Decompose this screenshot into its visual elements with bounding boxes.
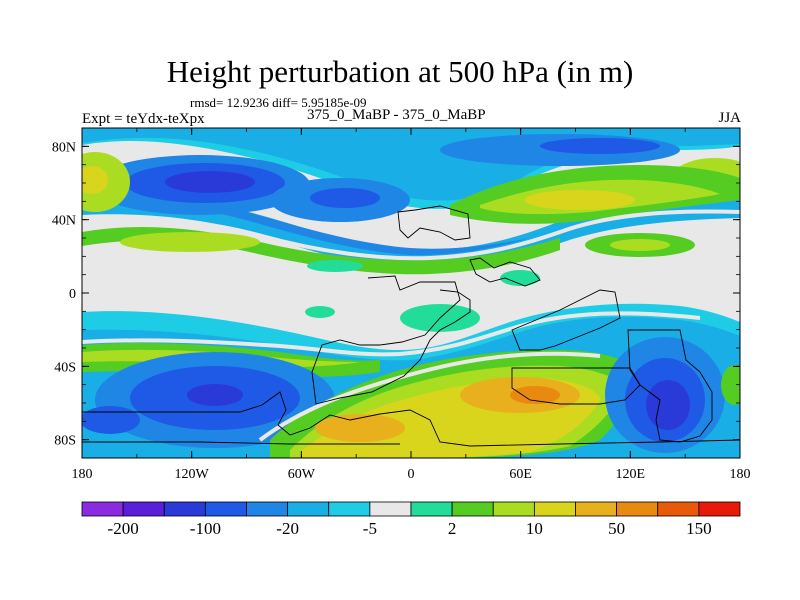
colorbar-swatch: [122, 501, 165, 517]
y-tick-label: 40S: [54, 360, 76, 375]
coastlines: [82, 205, 740, 447]
colorbar-swatch: [492, 501, 535, 517]
experiment-label: Expt = teYdx-teXpx: [82, 111, 205, 127]
tropic-patch-2: [500, 270, 540, 286]
y-tick-label: 80S: [54, 434, 76, 449]
coastline-southern-edge: [82, 441, 400, 445]
tropic-patch-3: [305, 306, 335, 318]
colorbar-swatch: [616, 501, 659, 517]
x-axis: 180 120W 60W 0 60E 120E 180: [72, 128, 751, 482]
colorbar-swatch: [698, 501, 741, 517]
colorbar-swatch: [246, 501, 289, 517]
x-tick-label: 0: [408, 467, 415, 482]
south-pacific-low-core: [187, 384, 243, 406]
y-tick-label: 0: [69, 287, 76, 302]
x-tick-label: 120E: [616, 467, 646, 482]
midlat-high-pacific: [120, 232, 260, 252]
colorbar: [81, 501, 741, 517]
x-tick-label: 180: [730, 467, 751, 482]
australia-low-core: [646, 380, 690, 430]
colorbar-swatch: [204, 501, 247, 517]
colorbar-label: 50: [608, 519, 625, 538]
tropic-patch-1: [307, 260, 363, 272]
coastline-northern-landmass: [397, 205, 471, 241]
colorbar-label: 150: [686, 519, 712, 538]
coastline-southern-landmass: [82, 391, 740, 447]
south-east-green: [721, 365, 740, 405]
colorbar-labels: -200 -100 -20 -5 2 10 50 150: [108, 519, 712, 538]
north-pacific-low-core: [165, 171, 255, 193]
y-axis: 80N 40N 0 40S 80S: [52, 127, 740, 459]
south-pacific-low-extra: [82, 406, 140, 434]
eurasia-high-core: [525, 190, 635, 210]
colorbar-swatch: [328, 501, 371, 517]
x-tick-label: 120W: [175, 467, 210, 482]
arctic-high-west-core: [82, 166, 108, 194]
y-tick-label: 80N: [52, 140, 76, 155]
midlat-high-east-core: [610, 239, 670, 251]
sh-neutral-streak: [82, 311, 701, 357]
colorbar-label: -5: [363, 519, 377, 538]
colorbar-swatch: [575, 501, 618, 517]
north-atlantic-low-core: [310, 188, 380, 208]
coastline-southeast-block: [627, 329, 713, 443]
coastline-small-island: [469, 257, 541, 287]
colorbar-label: 10: [526, 519, 543, 538]
x-tick-label: 60W: [288, 467, 316, 482]
south-pacific-high-bottom: [315, 414, 405, 442]
sh-neutral-streak-2: [258, 351, 601, 442]
season-label: JJA: [718, 110, 741, 126]
x-tick-label: 180: [72, 467, 93, 482]
colorbar-label: -200: [108, 519, 139, 538]
map-field: [82, 128, 740, 458]
colorbar-swatch: [533, 501, 576, 517]
colorbar-swatch: [369, 501, 412, 517]
eurasia-low-core: [540, 138, 660, 154]
colorbar-label: -20: [276, 519, 299, 538]
colorbar-swatch: [163, 501, 206, 517]
x-tick-label: 60E: [509, 467, 532, 482]
nh-neutral-streak: [82, 209, 740, 261]
coastline-central-landmass: [311, 275, 471, 405]
colorbar-swatch: [451, 501, 494, 517]
colorbar-swatch: [81, 501, 124, 517]
colorbar-swatch: [287, 501, 330, 517]
colorbar-swatch: [410, 501, 453, 517]
colorbar-label: -100: [190, 519, 221, 538]
south-indian-high-peak: [510, 386, 560, 404]
coastline-land-block: [511, 289, 621, 351]
stats-label: rmsd= 12.9236 diff= 5.95185e-09: [190, 95, 367, 110]
coastline-south-block: [511, 367, 641, 405]
colorbar-swatch: [657, 501, 700, 517]
chart-title: Height perturbation at 500 hPa (in m): [166, 54, 634, 89]
colorbar-label: 2: [448, 519, 457, 538]
y-tick-label: 40N: [52, 214, 76, 229]
runs-label: 375_0_MaBP - 375_0_MaBP: [307, 107, 486, 123]
